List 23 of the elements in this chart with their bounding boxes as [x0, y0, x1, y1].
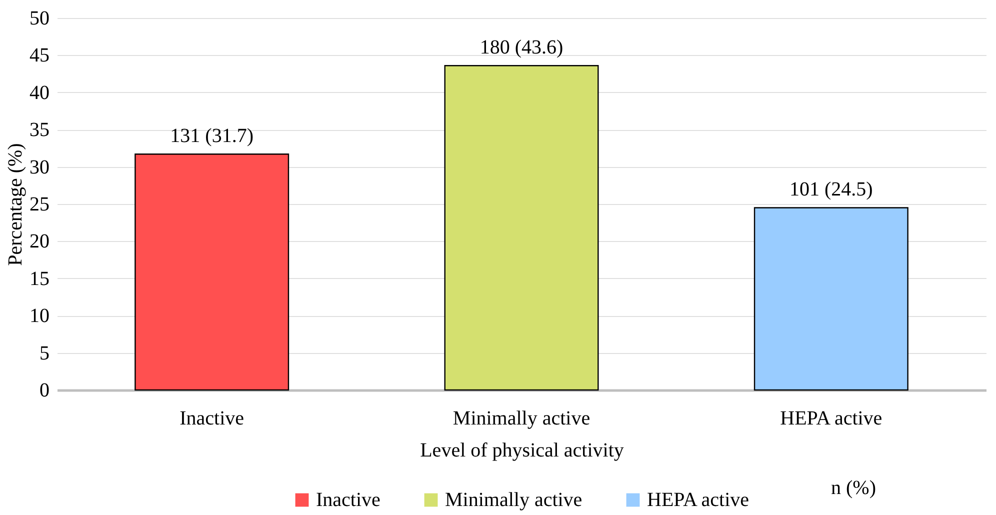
x-tick-label: Minimally active [452, 408, 590, 430]
y-tick-label: 5 [40, 342, 50, 364]
y-axis-title: Percentage (%) [4, 143, 26, 266]
legend-label: Inactive [316, 489, 381, 511]
legend-label: Minimally active [445, 489, 582, 511]
y-tick-label: 35 [30, 119, 50, 142]
data-label: 180 (43.6) [480, 36, 564, 59]
x-axis-title: Level of physical activity [420, 440, 624, 462]
y-tick-label: 40 [30, 82, 50, 104]
y-tick-label: 15 [30, 268, 50, 290]
text: n (%) [831, 477, 876, 499]
y-tick-label: 25 [30, 194, 50, 216]
y-tick-label: 30 [30, 156, 50, 178]
y-tick-label: 10 [30, 305, 50, 328]
y-tick-label: 50 [30, 8, 50, 30]
data-label: 131 (31.7) [170, 125, 254, 148]
legend-label: HEPA active [647, 489, 750, 511]
y-tick-label: 45 [30, 44, 50, 67]
y-tick-label: 20 [30, 230, 50, 253]
x-tick-label: Inactive [180, 408, 244, 430]
x-tick-label: HEPA active [780, 408, 882, 430]
y-tick-label: 0 [40, 380, 50, 402]
data-label: 101 (24.5) [790, 178, 873, 201]
